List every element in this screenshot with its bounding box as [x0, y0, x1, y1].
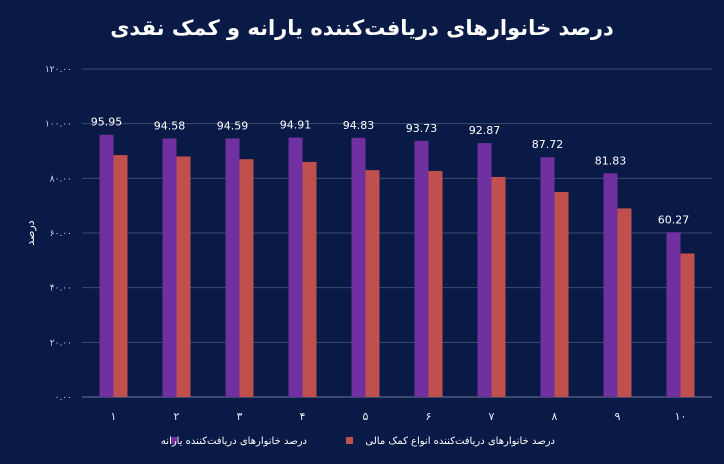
bar-subsidy	[225, 138, 240, 398]
y-tick-label: ۲۰.۰۰	[50, 338, 72, 348]
data-label: 60.27	[658, 213, 690, 226]
x-tick-label: ۳	[237, 410, 243, 423]
x-tick-label: ۲	[174, 410, 180, 423]
data-label: 94.83	[343, 119, 375, 132]
x-tick-label: ۹	[615, 410, 621, 423]
legend: درصد خانوارهای دریافت‌کننده یارانه درصد …	[161, 436, 555, 447]
chart-title: درصد خانوارهای دریافت‌کننده یارانه و کمک…	[110, 16, 614, 40]
legend-label-financial-aid: درصد خانوارهای دریافت‌کننده انواع کمک ما…	[365, 436, 555, 447]
bar-subsidy	[477, 143, 492, 397]
x-tick-label: ۱۰	[675, 410, 687, 423]
bar-financial-aid	[617, 208, 632, 397]
x-tick-label: ۶	[426, 410, 432, 423]
bar-financial-aid	[491, 176, 506, 397]
data-label: 94.58	[154, 119, 186, 132]
data-label: 94.59	[217, 119, 249, 132]
y-tick-label: ۱۰۰.۰۰	[45, 120, 72, 130]
bar-subsidy	[162, 138, 177, 398]
data-labels: 95.95 94.58 94.59 94.91 94.83 93.73 92.87 87.72…	[91, 116, 690, 227]
x-tick-label: ۸	[552, 410, 558, 423]
y-axis-ticks: ۰.۰۰ ۲۰.۰۰ ۴۰.۰۰ ۶۰.۰۰ ۸۰.۰۰ ۱۰۰.۰۰ ۱۲۰.۰۰	[45, 65, 72, 403]
y-tick-label: ۴۰.۰۰	[50, 284, 72, 294]
bar-financial-aid	[428, 170, 443, 397]
legend-swatch-subsidy	[170, 437, 177, 444]
bar-subsidy	[288, 137, 303, 397]
y-tick-label: ۸۰.۰۰	[50, 174, 72, 184]
bar-financial-aid	[239, 159, 254, 397]
x-axis-ticks: ۱ ۲ ۳ ۴ ۵ ۶ ۷ ۸ ۹ ۱۰	[111, 410, 687, 423]
bar-financial-aid	[113, 155, 128, 397]
bar-subsidy	[603, 173, 618, 397]
bar-financial-aid	[554, 192, 569, 397]
data-label: 92.87	[469, 124, 501, 137]
data-label: 87.72	[532, 138, 564, 151]
bar-financial-aid	[365, 170, 380, 397]
x-tick-label: ۴	[300, 410, 306, 423]
legend-label-subsidy: درصد خانوارهای دریافت‌کننده یارانه	[161, 436, 307, 447]
bar-financial-aid	[302, 161, 317, 397]
y-tick-label: ۰.۰۰	[55, 393, 72, 403]
y-tick-label: ۱۲۰.۰۰	[45, 65, 72, 75]
bar-subsidy	[540, 157, 555, 397]
bar-subsidy	[351, 137, 366, 397]
x-tick-label: ۱	[111, 410, 117, 423]
bar-financial-aid	[680, 253, 695, 397]
bar-financial-aid	[176, 156, 191, 397]
bar-subsidy	[414, 140, 429, 397]
y-tick-label: ۶۰.۰۰	[50, 229, 72, 239]
y-axis-label: درصد	[24, 220, 37, 245]
legend-swatch-financial-aid	[346, 437, 353, 444]
data-label: 94.91	[280, 119, 312, 132]
bars	[99, 134, 695, 398]
bar-subsidy	[666, 232, 681, 397]
data-label: 95.95	[91, 116, 123, 129]
bar-subsidy	[99, 134, 114, 397]
x-tick-label: ۷	[489, 410, 495, 423]
data-label: 93.73	[406, 122, 438, 135]
x-tick-label: ۵	[363, 410, 369, 423]
data-label: 81.83	[595, 154, 627, 167]
